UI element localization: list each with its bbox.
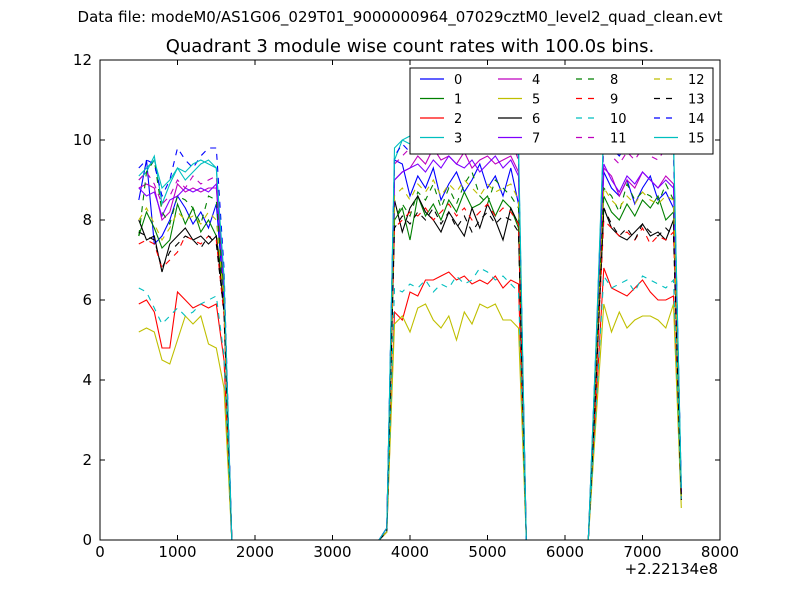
legend-label-8: 8: [610, 73, 618, 88]
x-tick-label: 7000: [623, 543, 661, 561]
x-tick-label: 6000: [546, 543, 584, 561]
x-tick-label: 5000: [468, 543, 506, 561]
x-tick-label: 8000: [701, 543, 739, 561]
chart-title: Quadrant 3 module wise count rates with …: [165, 36, 655, 57]
legend-label-15: 15: [688, 132, 705, 147]
x-tick-label: 2000: [236, 543, 274, 561]
x-tick-label: 0: [95, 543, 105, 561]
y-tick-label: 8: [82, 211, 92, 229]
x-tick-label: 3000: [313, 543, 351, 561]
legend-label-3: 3: [454, 132, 462, 147]
x-tick-label: 4000: [391, 543, 429, 561]
legend-box: [409, 67, 714, 155]
legend-label-6: 6: [532, 112, 540, 127]
y-tick-label: 6: [82, 291, 92, 309]
legend-label-13: 13: [688, 93, 705, 108]
x-tick-label: 1000: [158, 543, 196, 561]
legend-label-9: 9: [610, 93, 618, 108]
y-tick-label: 4: [82, 371, 92, 389]
legend-label-14: 14: [688, 112, 705, 127]
y-tick-label: 2: [82, 451, 92, 469]
y-tick-label: 0: [82, 531, 92, 549]
legend-label-1: 1: [454, 93, 462, 108]
legend-label-2: 2: [454, 112, 462, 127]
legend-label-4: 4: [532, 73, 540, 88]
x-axis-offset-label: +2.22134e8: [624, 560, 718, 578]
legend-label-5: 5: [532, 93, 540, 108]
legend-label-11: 11: [610, 132, 627, 147]
y-tick-label: 10: [73, 131, 92, 149]
legend-label-10: 10: [610, 112, 627, 127]
figure-suptitle: Data file: modeM0/AS1G06_029T01_90000009…: [77, 8, 723, 26]
series-line-7: [138, 155, 682, 541]
legend-label-12: 12: [688, 73, 705, 88]
y-tick-label: 12: [73, 51, 92, 69]
legend-label-7: 7: [532, 132, 540, 147]
legend-label-0: 0: [454, 73, 462, 88]
